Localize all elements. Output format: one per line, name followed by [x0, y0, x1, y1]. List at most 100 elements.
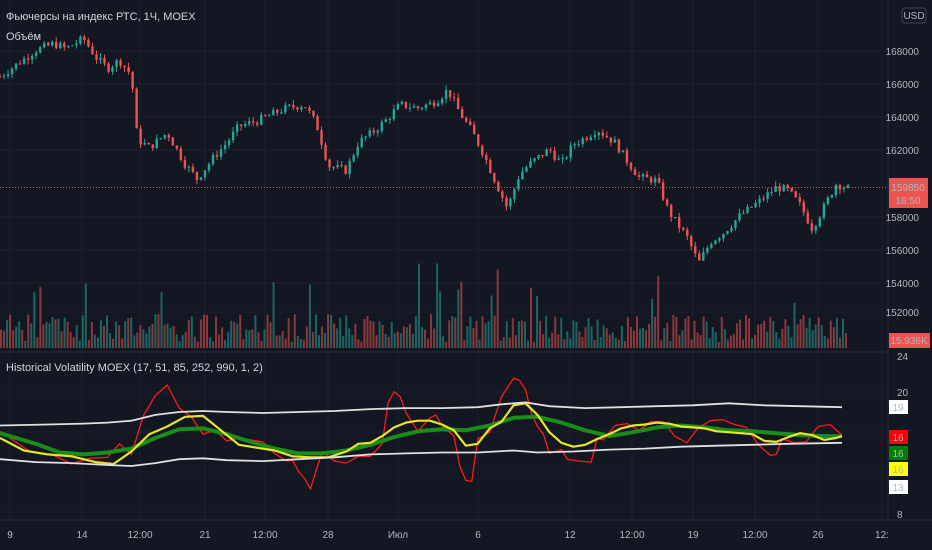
candle-body — [702, 252, 705, 261]
volume-bar — [660, 340, 663, 348]
volume-badge — [889, 333, 930, 348]
candle-body — [51, 41, 54, 46]
volume-bar — [360, 341, 363, 348]
candle-body — [38, 47, 42, 53]
volume-bar — [569, 338, 572, 348]
candle-body — [597, 132, 601, 136]
candle-body — [284, 105, 287, 113]
candle-body — [838, 184, 842, 190]
candle-body — [477, 134, 480, 146]
volume-bar — [608, 334, 611, 348]
candle-body — [207, 164, 211, 171]
currency-badge[interactable] — [901, 7, 927, 24]
volume-bar — [669, 340, 672, 348]
candle-body — [718, 238, 721, 241]
volume-bar — [245, 329, 248, 348]
candle-body — [830, 194, 834, 198]
volume-bar — [336, 328, 339, 348]
candle-body — [557, 159, 560, 161]
volume-bar — [775, 332, 778, 348]
candle-body — [135, 88, 138, 129]
volume-bar — [218, 334, 221, 348]
price-axis[interactable]: 168000 166000 164000 162000 158000 15600… — [886, 47, 920, 319]
volume-bar — [451, 316, 454, 348]
candle-body — [292, 104, 295, 108]
volume-bar — [212, 341, 214, 348]
volume-bar — [841, 318, 844, 348]
candle-body — [115, 60, 118, 68]
candle-body — [163, 134, 166, 139]
volume-bar — [530, 287, 532, 348]
candle-body — [549, 149, 552, 151]
volume-title: Объём — [6, 31, 41, 43]
volume-bar — [178, 341, 181, 348]
candle-body — [171, 137, 175, 146]
volume-bar — [469, 316, 472, 348]
volume-bar — [566, 331, 569, 348]
volume-bar — [390, 321, 393, 348]
candle-body — [561, 158, 564, 160]
candle-body — [131, 71, 134, 89]
candle-body — [83, 36, 86, 40]
candle-body — [107, 63, 110, 72]
volume-bar — [227, 332, 230, 348]
volume-bar — [230, 320, 233, 348]
volume-bar — [654, 316, 657, 348]
candle-body — [485, 155, 488, 160]
volume-bar — [424, 329, 426, 348]
volume-bar — [611, 332, 614, 348]
hv-badge — [889, 446, 908, 460]
currency-label: USD — [903, 11, 924, 22]
volume-bar — [257, 332, 260, 348]
candle-body — [400, 101, 404, 105]
volume-bar — [572, 320, 575, 348]
volume-bar — [684, 318, 687, 348]
volume-bar — [308, 284, 311, 348]
volume-bar — [396, 331, 399, 348]
volume-bar — [169, 327, 172, 348]
volume-bar — [251, 329, 254, 348]
volume-bar — [651, 298, 654, 348]
volume-bar — [751, 338, 754, 348]
volume-bar — [433, 328, 436, 348]
volume-bar — [196, 341, 199, 348]
candle-body — [814, 225, 818, 231]
volume-bar — [602, 325, 605, 348]
candle-body — [352, 155, 355, 162]
volume-bar — [645, 330, 648, 348]
volume-bar — [0, 329, 2, 348]
candle-body — [448, 90, 452, 97]
volume-bar — [27, 314, 30, 348]
candle-body — [127, 67, 130, 72]
volume-bar — [726, 339, 729, 348]
volume-bar — [605, 328, 608, 348]
volume-bar — [427, 338, 430, 348]
volume-bar — [15, 326, 18, 348]
volume-bar — [466, 326, 469, 348]
price-candles — [0, 34, 850, 262]
time-axis[interactable]: 9 14 12:00 21 12:00 28 Июл 6 12 12:00 19 12:00 26 12: — [7, 530, 889, 541]
volume-bar — [106, 315, 108, 348]
candle-body — [822, 204, 826, 218]
volume-bar — [148, 326, 151, 348]
time-tick: 21 — [199, 530, 211, 541]
candle-body — [187, 166, 191, 168]
volume-bar — [278, 335, 281, 348]
volume-bar — [457, 289, 460, 348]
volume-bar — [732, 334, 735, 348]
volume-bar — [699, 335, 702, 348]
candle-body — [525, 167, 528, 172]
candle-body — [167, 134, 170, 138]
candle-body — [199, 177, 203, 180]
volume-bar — [420, 327, 423, 348]
candle-body — [637, 175, 641, 177]
volume-bar — [199, 319, 202, 348]
volume-bar — [484, 323, 487, 348]
candle-body — [665, 199, 669, 206]
candle-body — [308, 107, 311, 111]
volume-bar — [124, 321, 127, 348]
volume-bar — [838, 337, 841, 348]
candle-body — [734, 220, 737, 228]
hv-yellow-line — [0, 402, 843, 466]
